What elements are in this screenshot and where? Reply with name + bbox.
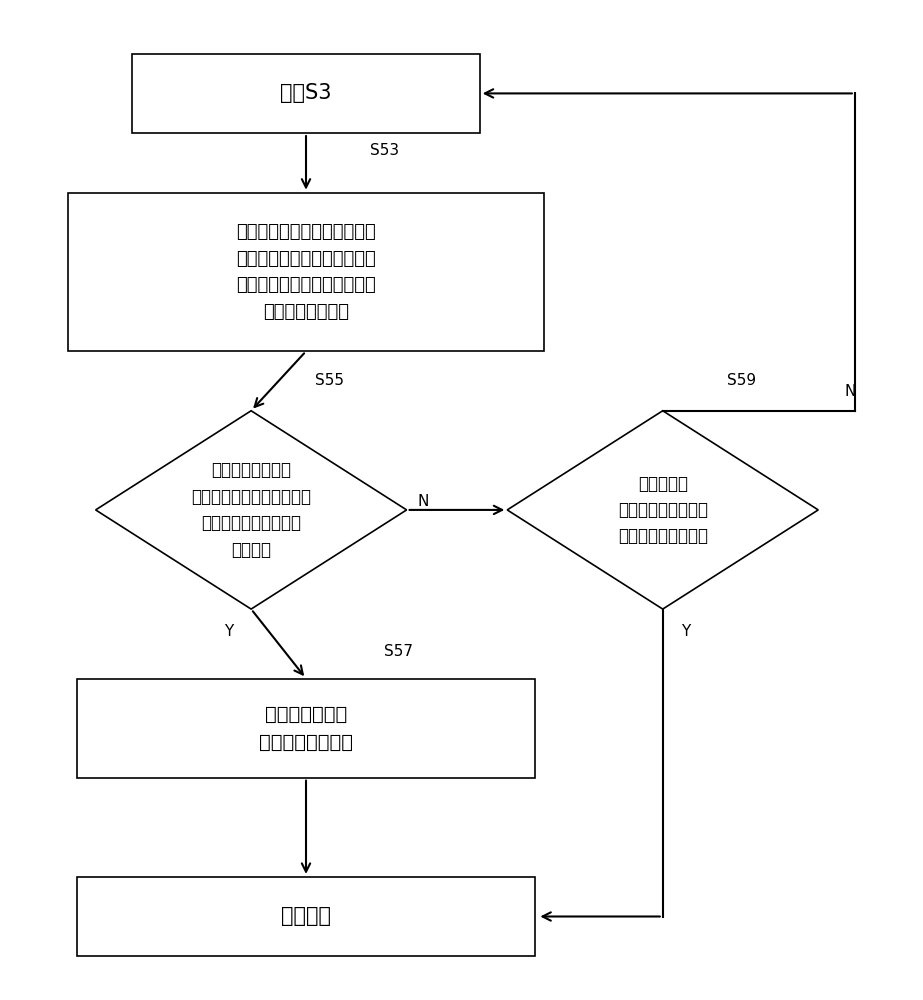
Text: Y: Y: [681, 624, 690, 639]
Text: 结束操作: 结束操作: [281, 906, 331, 926]
Text: S53: S53: [370, 143, 399, 158]
Text: 步骤S3: 步骤S3: [281, 83, 331, 103]
Text: 产生预警信息，
并反馈给对应车辆: 产生预警信息， 并反馈给对应车辆: [259, 705, 353, 752]
FancyBboxPatch shape: [78, 678, 534, 778]
FancyBboxPatch shape: [68, 193, 544, 351]
Text: N: N: [417, 494, 429, 509]
Text: 路侧设备判
断当前车辆对中是否
有车辆已驶过交汇口: 路侧设备判 断当前车辆对中是否 有车辆已驶过交汇口: [617, 475, 708, 545]
Text: 路侧设备判断计算
得到的实时预测碰撞时间是
否小于预设的预测碰撞
时间阈值: 路侧设备判断计算 得到的实时预测碰撞时间是 否小于预设的预测碰撞 时间阈值: [191, 461, 311, 559]
FancyBboxPatch shape: [132, 54, 480, 133]
Polygon shape: [508, 411, 818, 609]
FancyBboxPatch shape: [78, 877, 534, 956]
Text: Y: Y: [223, 624, 233, 639]
Text: S57: S57: [384, 644, 413, 659]
Polygon shape: [96, 411, 407, 609]
Text: S55: S55: [315, 373, 344, 388]
Text: N: N: [845, 384, 856, 399]
Text: S59: S59: [726, 373, 756, 388]
Text: 路侧设备根据当前车辆对中两
车辆之间的实时车间距离差及
速度分量差计算两车辆之间的
实时预测碰撞时间: 路侧设备根据当前车辆对中两 车辆之间的实时车间距离差及 速度分量差计算两车辆之间…: [236, 223, 376, 321]
